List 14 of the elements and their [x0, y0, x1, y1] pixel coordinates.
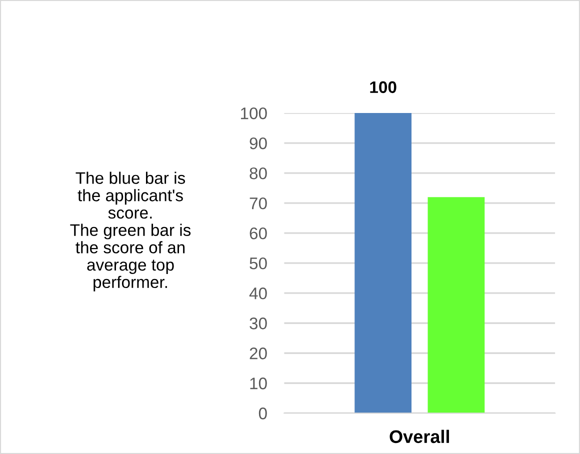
y-tick-label: 90 — [250, 137, 267, 150]
data-label: 100 — [370, 81, 396, 94]
y-tick-label: 0 — [258, 408, 267, 420]
y-tick-label: 60 — [250, 227, 267, 240]
x-tick-label: Overall — [390, 430, 449, 444]
y-tick-label: 80 — [250, 167, 267, 180]
y-tick-label: 70 — [250, 197, 267, 210]
y-tick-label: 100 — [241, 107, 267, 120]
y-tick-label: 20 — [250, 348, 267, 360]
y-tick-label: 10 — [250, 378, 267, 390]
y-tick-label: 40 — [249, 288, 267, 300]
text: The blue bar is the applicant's score. The green bar is the score of an average top performer. — [70, 172, 191, 292]
y-tick-label: 30 — [250, 318, 267, 330]
y-tick-label: 50 — [250, 257, 267, 270]
